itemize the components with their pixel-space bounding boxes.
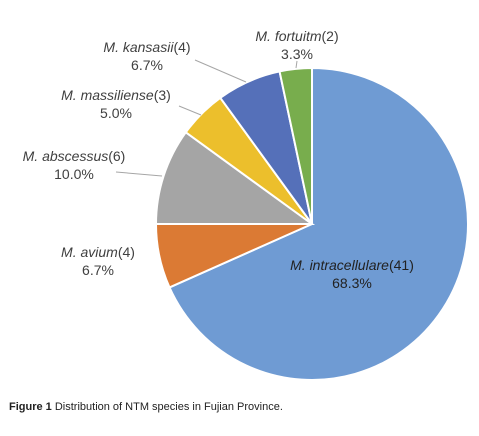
species-name: M. avium <box>61 244 118 260</box>
leader-line-m-abscessus <box>115 171 163 177</box>
species-count: (4) <box>118 244 135 260</box>
slice-m-fortuitm <box>278 66 313 225</box>
leader-line-m-fortuitm <box>295 60 298 69</box>
label-name-m-avium: M. avium(4) <box>61 244 135 260</box>
pie-slices <box>154 66 469 381</box>
label-percent-m-massiliense: 5.0% <box>100 105 132 121</box>
species-count: (4) <box>173 39 190 55</box>
caption-text: Distribution of NTM species in Fujian Pr… <box>54 401 283 413</box>
species-name: M. fortuitm <box>255 28 321 44</box>
label-percent-m-fortuitm: 3.3% <box>281 46 313 62</box>
label-name-m-intracellulare: M. intracellulare(41) <box>290 257 414 273</box>
species-count: (3) <box>154 87 171 103</box>
label-name-m-fortuitm: M. fortuitm(2) <box>255 28 338 44</box>
leader-line-m-kansasii <box>194 59 247 83</box>
species-count: (6) <box>108 148 125 164</box>
species-name: M. kansasii <box>103 39 174 55</box>
leader-line-m-massiliense <box>178 105 202 116</box>
label-percent-m-avium: 6.7% <box>82 262 114 278</box>
label-name-m-kansasii: M. kansasii(4) <box>103 39 190 55</box>
species-count: (41) <box>389 257 414 273</box>
slice-labels: M. intracellulare(41)68.3%M. avium(4)6.7… <box>23 28 414 291</box>
slice-m-intracellulare <box>168 66 469 381</box>
species-name: M. abscessus <box>23 148 109 164</box>
slice-m-abscessus <box>154 130 316 225</box>
species-count: (2) <box>322 28 339 44</box>
label-percent-m-abscessus: 10.0% <box>54 166 94 182</box>
caption-label: Figure 1 <box>9 401 52 413</box>
label-name-m-abscessus: M. abscessus(6) <box>23 148 126 164</box>
leader-lines <box>115 59 298 177</box>
species-name: M. intracellulare <box>290 257 389 273</box>
label-percent-m-intracellulare: 68.3% <box>332 275 372 291</box>
label-percent-m-kansasii: 6.7% <box>131 57 163 73</box>
figure-caption: Figure 1 Distribution of NTM species in … <box>9 401 283 413</box>
pie-chart: M. intracellulare(41)68.3%M. avium(4)6.7… <box>23 28 469 381</box>
species-name: M. massiliense <box>61 87 154 103</box>
label-name-m-massiliense: M. massiliense(3) <box>61 87 171 103</box>
